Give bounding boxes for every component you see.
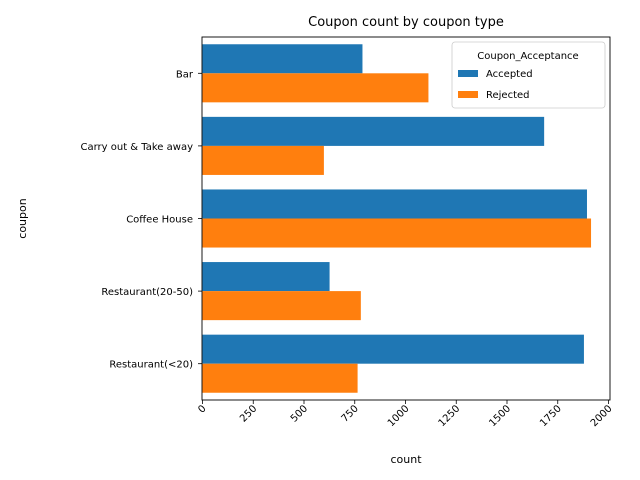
x-tick-label: 1750 [538, 403, 564, 429]
y-axis-label: coupon [16, 198, 29, 238]
legend-title: Coupon_Acceptance [477, 51, 578, 62]
y-axis-ticks: Bar Carry out & Take away Coffee House Rest… [81, 69, 202, 371]
legend-label-accepted: Accepted [486, 69, 533, 80]
x-tick-label: 750 [340, 403, 361, 424]
legend: Coupon_Acceptance Accepted Rejected [451, 41, 606, 109]
legend-items: Accepted Rejected [458, 69, 533, 101]
bar-accepted-4 [202, 334, 584, 364]
plot-area [202, 44, 592, 393]
x-tick-label: 250 [238, 403, 259, 424]
legend-label-rejected: Rejected [486, 90, 530, 101]
chart-title: Coupon count by coupon type [308, 15, 504, 30]
y-tick-label: Restaurant(<20) [109, 360, 193, 371]
x-tick-label: 1500 [487, 403, 513, 429]
legend-swatch-accepted [458, 70, 478, 77]
legend-box [451, 41, 606, 109]
bar-accepted-3 [202, 262, 330, 292]
x-axis-label: count [390, 453, 422, 466]
bar-accepted-0 [202, 44, 363, 74]
y-tick-label: Coffee House [126, 215, 193, 226]
x-tick-label: 2000 [589, 403, 615, 429]
x-tick-label: 1250 [437, 403, 463, 429]
y-tick-label: Bar [176, 69, 194, 80]
bar-accepted-2 [202, 189, 587, 219]
x-axis-ticks: 0 250 500 750 1000 1250 1500 1750 2000 [196, 400, 615, 429]
bar-rejected-2 [202, 218, 592, 248]
y-tick-label: Restaurant(20-50) [101, 287, 193, 298]
bar-rejected-3 [202, 291, 361, 321]
bar-rejected-4 [202, 363, 358, 393]
bar-accepted-1 [202, 116, 545, 146]
bar-rejected-1 [202, 145, 324, 175]
x-tick-label: 1000 [386, 403, 412, 429]
x-tick-label: 500 [289, 403, 310, 424]
bar-rejected-0 [202, 73, 429, 103]
legend-swatch-rejected [458, 91, 478, 98]
y-tick-label: Carry out & Take away [81, 142, 194, 153]
x-tick-label: 0 [196, 403, 208, 415]
